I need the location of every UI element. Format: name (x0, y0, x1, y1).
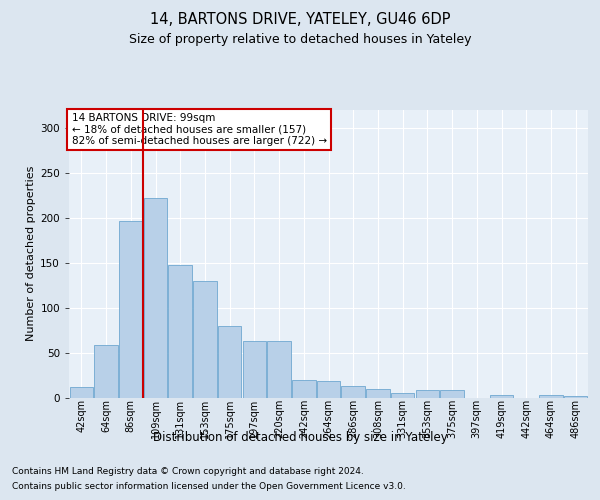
Bar (292, 380, 316, 398)
Bar (242, 341, 266, 398)
Text: 14, BARTONS DRIVE, YATELEY, GU46 6DP: 14, BARTONS DRIVE, YATELEY, GU46 6DP (150, 12, 450, 28)
Bar (366, 388, 389, 398)
Bar (218, 326, 241, 398)
Bar (317, 382, 340, 398)
Bar (119, 220, 143, 398)
Text: Contains public sector information licensed under the Open Government Licence v3: Contains public sector information licen… (12, 482, 406, 491)
Y-axis label: Number of detached properties: Number of detached properties (26, 166, 36, 342)
Bar (539, 395, 563, 398)
Bar (169, 264, 192, 398)
Bar (416, 390, 439, 398)
Bar (341, 386, 365, 398)
Bar (144, 198, 167, 398)
Bar (440, 390, 464, 398)
Text: Contains HM Land Registry data © Crown copyright and database right 2024.: Contains HM Land Registry data © Crown c… (12, 467, 364, 476)
Text: Distribution of detached houses by size in Yateley: Distribution of detached houses by size … (152, 431, 448, 444)
Bar (70, 386, 93, 398)
Bar (193, 280, 217, 398)
Bar (391, 393, 415, 398)
Bar (268, 341, 291, 398)
Bar (490, 395, 513, 398)
Text: 14 BARTONS DRIVE: 99sqm
← 18% of detached houses are smaller (157)
82% of semi-d: 14 BARTONS DRIVE: 99sqm ← 18% of detache… (71, 113, 327, 146)
Bar (94, 346, 118, 398)
Bar (564, 396, 587, 398)
Text: Size of property relative to detached houses in Yateley: Size of property relative to detached ho… (129, 32, 471, 46)
